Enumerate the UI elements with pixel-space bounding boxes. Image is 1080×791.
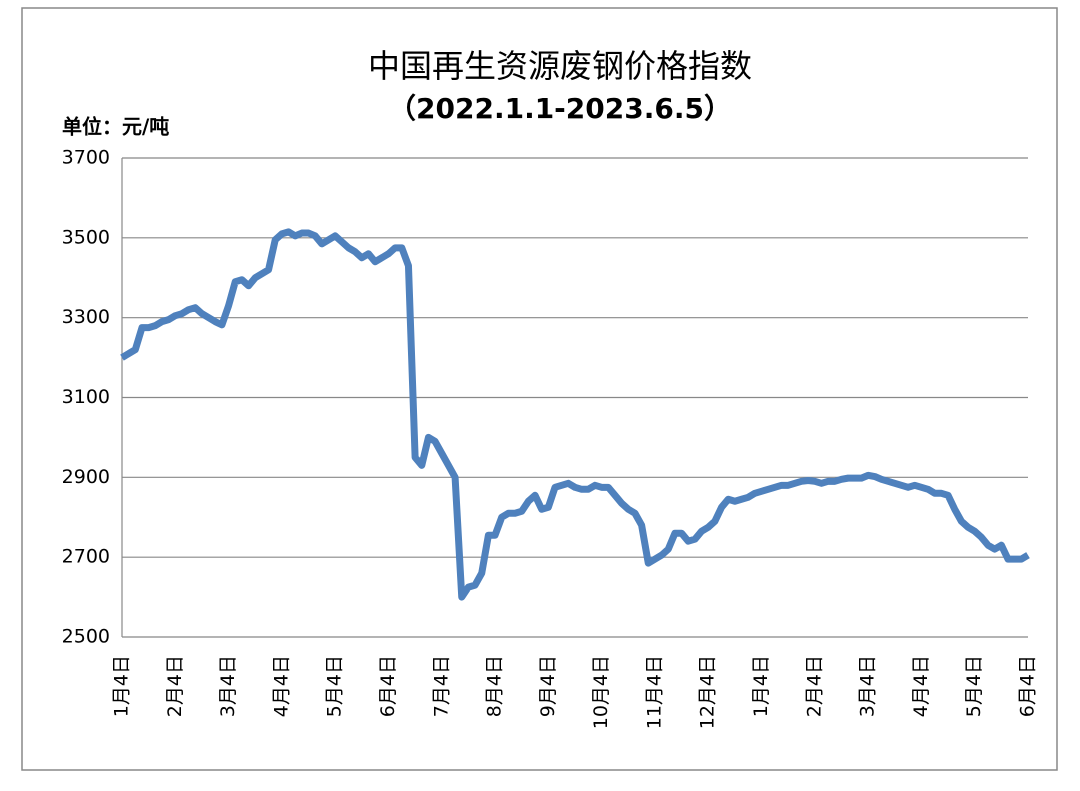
x-tick-label: 9月4日 bbox=[537, 655, 559, 717]
x-tick-label: 7月4日 bbox=[430, 655, 452, 717]
x-tick-label: 12月4日 bbox=[697, 655, 719, 729]
y-tick-label: 3100 bbox=[62, 386, 110, 408]
chart-title: 中国再生资源废钢价格指数 bbox=[368, 47, 752, 85]
x-tick-label: 4月4日 bbox=[910, 655, 932, 717]
x-tick-label: 3月4日 bbox=[217, 655, 239, 717]
x-tick-label: 1月4日 bbox=[750, 655, 772, 717]
x-tick-label: 6月4日 bbox=[377, 655, 399, 717]
x-tick-label: 4月4日 bbox=[270, 655, 292, 717]
x-tick-label: 2月4日 bbox=[164, 655, 186, 717]
x-tick-label: 5月4日 bbox=[963, 655, 985, 717]
y-tick-label: 2700 bbox=[62, 546, 110, 568]
y-tick-label: 3500 bbox=[62, 226, 110, 248]
chart-subtitle: （2022.1.1-2023.6.5） bbox=[388, 92, 732, 125]
unit-label: 单位：元/吨 bbox=[62, 115, 169, 139]
chart-frame bbox=[21, 7, 1058, 771]
y-tick-label: 2500 bbox=[62, 626, 110, 648]
x-tick-label: 8月4日 bbox=[484, 655, 506, 717]
x-tick-label: 3月4日 bbox=[857, 655, 879, 717]
x-tick-label: 2月4日 bbox=[803, 655, 825, 717]
y-tick-label: 3700 bbox=[62, 147, 110, 169]
x-tick-label: 1月4日 bbox=[111, 655, 133, 717]
x-tick-label: 11月4日 bbox=[643, 655, 665, 729]
x-tick-label: 10月4日 bbox=[590, 655, 612, 729]
y-tick-label: 2900 bbox=[62, 466, 110, 488]
x-tick-label: 6月4日 bbox=[1017, 655, 1039, 717]
y-tick-label: 3300 bbox=[62, 306, 110, 328]
data-line bbox=[120, 228, 1030, 601]
x-tick-label: 5月4日 bbox=[324, 655, 346, 717]
